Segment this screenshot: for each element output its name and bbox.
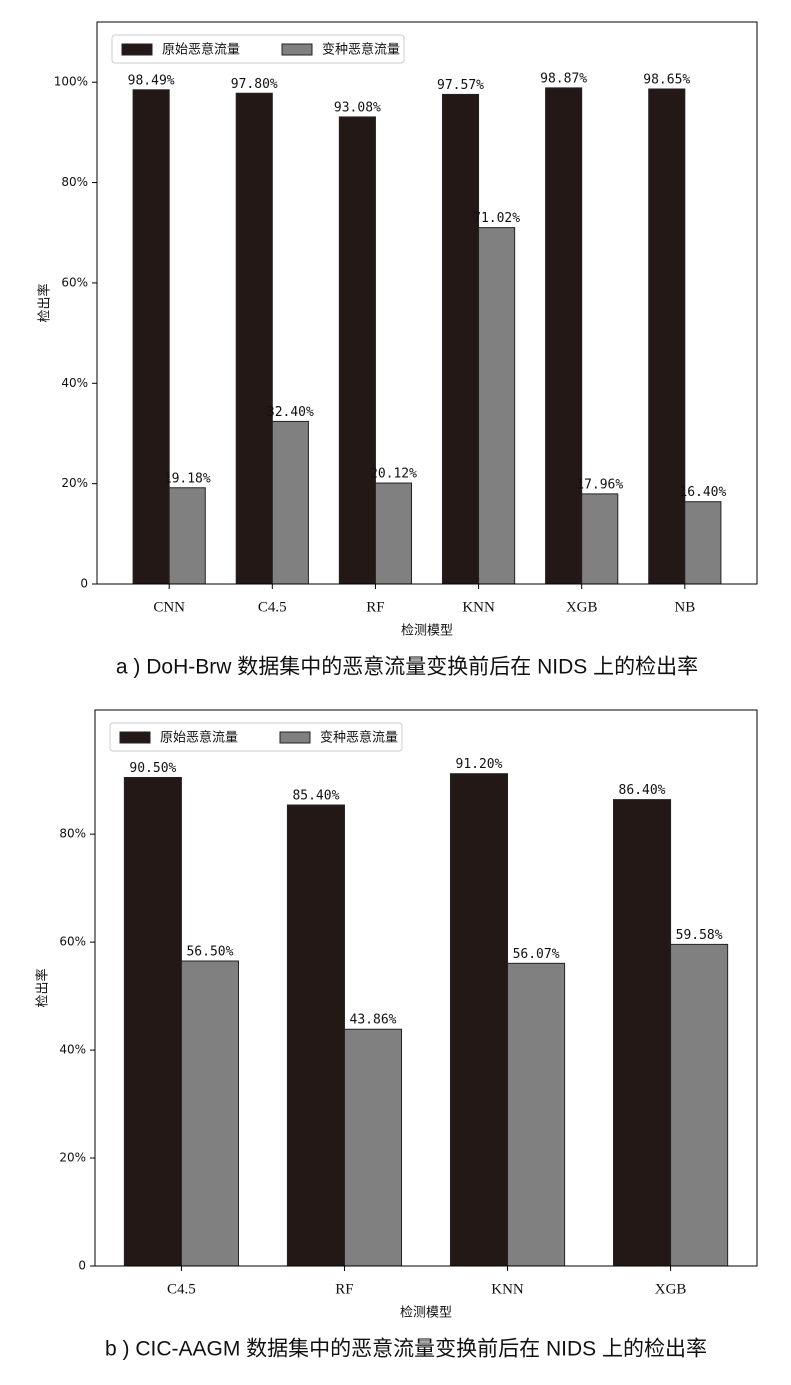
bar — [449, 773, 509, 1267]
y-tick-label: 60% — [59, 935, 86, 949]
y-tick-label: 80% — [61, 175, 88, 189]
bar — [180, 960, 239, 1267]
x-tick-label: KNN — [491, 1281, 524, 1297]
bar — [123, 776, 182, 1267]
value-label: 97.80% — [231, 77, 278, 92]
value-label: 56.07% — [513, 947, 560, 962]
legend-swatch — [279, 731, 311, 744]
value-label: 85.40% — [292, 789, 339, 804]
bar — [168, 487, 206, 585]
x-tick-label: RF — [366, 599, 384, 615]
legend-swatch — [119, 731, 151, 744]
x-tick-label: NB — [674, 599, 695, 615]
bar — [271, 420, 309, 585]
y-tick-label: 40% — [59, 1043, 86, 1057]
axes-frame — [96, 21, 758, 585]
value-label: 90.50% — [129, 761, 176, 776]
x-tick-label: XGB — [655, 1281, 687, 1297]
value-label: 56.50% — [186, 945, 233, 960]
legend-swatch — [281, 43, 313, 56]
legend-box — [111, 34, 405, 64]
bar — [374, 482, 413, 585]
value-label: 97.57% — [437, 78, 484, 93]
x-tick-label: XGB — [566, 599, 598, 615]
value-label: 16.40% — [679, 485, 726, 500]
value-label: 93.08% — [334, 100, 381, 115]
legend-label: 变种恶意流量 — [320, 730, 398, 746]
bar — [613, 799, 672, 1267]
legend-swatch — [121, 43, 153, 56]
y-tick-label: 20% — [61, 476, 88, 490]
y-axis-label: 检出率 — [37, 283, 53, 322]
caption: a ) DoH-Brw 数据集中的恶意流量变换前后在 NIDS 上的检出率 — [116, 656, 698, 679]
bar — [441, 93, 480, 585]
x-axis-label: 检测模型 — [401, 624, 453, 639]
y-axis-label: 检出率 — [35, 968, 51, 1007]
value-label: 59.58% — [676, 928, 723, 943]
y-tick-label: 0 — [80, 577, 88, 591]
bar — [684, 501, 722, 585]
bar — [478, 227, 516, 585]
y-tick-label: 80% — [59, 827, 86, 841]
value-label: 86.40% — [619, 783, 666, 798]
x-axis-label: 检测模型 — [400, 1306, 452, 1321]
legend-label: 原始恶意流量 — [162, 42, 240, 58]
bar — [286, 804, 345, 1267]
value-label: 98.87% — [540, 71, 587, 86]
x-tick-label: RF — [335, 1281, 353, 1297]
x-tick-label: KNN — [462, 599, 495, 615]
y-tick-label: 100% — [54, 75, 88, 89]
y-tick-label: 20% — [59, 1151, 86, 1165]
axes-frame — [94, 709, 758, 1267]
y-tick-label: 0 — [78, 1259, 86, 1273]
value-label: 98.65% — [643, 72, 690, 87]
bar — [545, 87, 583, 585]
legend-label: 原始恶意流量 — [160, 730, 238, 746]
bar — [235, 92, 273, 585]
caption: b ) CIC-AAGM 数据集中的恶意流量变换前后在 NIDS 上的检出率 — [105, 1338, 707, 1361]
legend-label: 变种恶意流量 — [322, 42, 400, 58]
x-tick-label: C4.5 — [258, 599, 287, 615]
value-label: 71.02% — [473, 211, 520, 226]
legend-box — [109, 722, 403, 752]
x-tick-label: CNN — [153, 599, 185, 615]
x-tick-label: C4.5 — [167, 1281, 196, 1297]
value-label: 98.49% — [128, 73, 175, 88]
value-label: 19.18% — [164, 471, 211, 486]
value-label: 91.20% — [456, 757, 503, 772]
bar — [670, 943, 729, 1267]
bar — [581, 493, 619, 585]
bar — [507, 962, 566, 1267]
value-label: 17.96% — [576, 477, 623, 492]
bar — [338, 116, 376, 585]
value-label: 32.40% — [267, 405, 314, 420]
y-tick-label: 60% — [61, 275, 88, 289]
bar — [132, 89, 170, 585]
value-label: 20.12% — [370, 467, 417, 482]
bar — [343, 1028, 403, 1267]
bar — [648, 88, 686, 585]
value-label: 43.86% — [350, 1013, 397, 1028]
y-tick-label: 40% — [61, 376, 88, 390]
